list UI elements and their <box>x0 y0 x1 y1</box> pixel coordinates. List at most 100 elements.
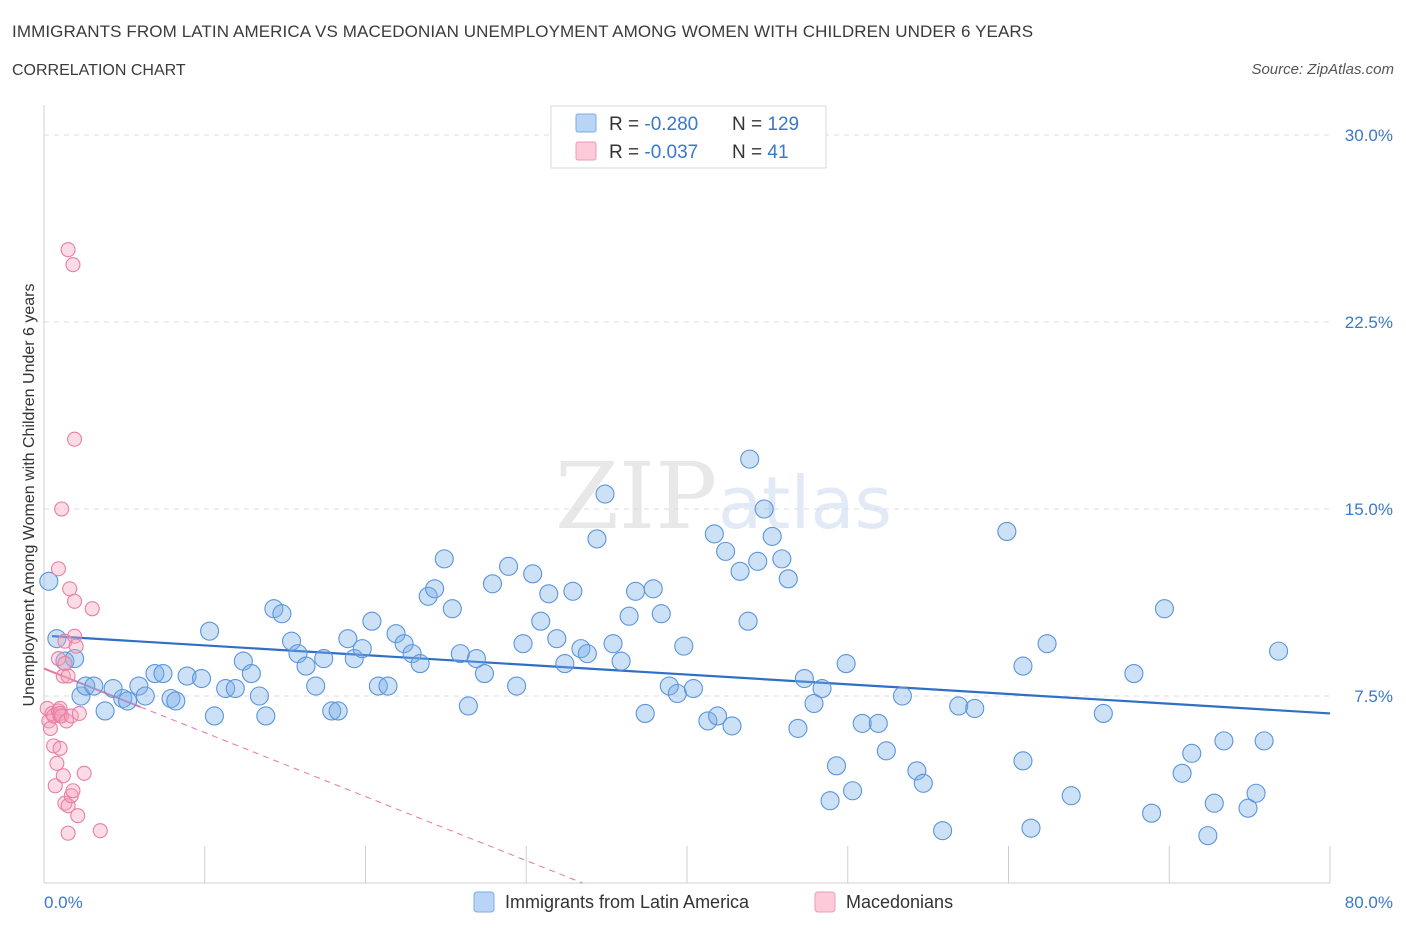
immigrants-point-58 <box>523 564 543 584</box>
immigrants-point-89 <box>762 526 782 546</box>
immigrants-point-18 <box>191 668 212 689</box>
immigrants-point-109 <box>997 521 1017 541</box>
immigrants-point-119 <box>1172 763 1192 783</box>
immigrants-point-65 <box>577 644 597 664</box>
legend-r-prefix-1: R = <box>609 114 644 135</box>
macedonians-point-6 <box>47 778 63 794</box>
immigrants-point-110 <box>1013 751 1033 771</box>
immigrants-point-100 <box>852 713 872 733</box>
immigrants-point-106 <box>933 821 953 841</box>
legend-n-value-2: 41 <box>767 142 788 163</box>
immigrants-point-70 <box>619 606 639 626</box>
immigrants-point-40 <box>368 676 388 696</box>
immigrants-point-118 <box>1154 599 1174 619</box>
gridlines <box>44 134 1330 697</box>
immigrants-point-67 <box>595 484 615 504</box>
series-legend-swatch-blue <box>473 891 495 913</box>
chart-title: IMMIGRANTS FROM LATIN AMERICA VS MACEDON… <box>12 22 1034 41</box>
immigrants-point-48 <box>434 549 454 569</box>
immigrants-point-21 <box>216 678 236 699</box>
macedonians-point-9 <box>50 561 67 577</box>
immigrants-point-123 <box>1214 731 1234 751</box>
immigrants-point-90 <box>772 549 792 569</box>
macedonians-point-32 <box>66 431 83 447</box>
immigrants-point-117 <box>1142 803 1162 823</box>
chart-source: Source: ZipAtlas.com <box>1251 61 1394 78</box>
immigrants-point-57 <box>513 634 533 654</box>
macedonians-point-27 <box>62 581 78 597</box>
immigrants-point-51 <box>458 696 478 716</box>
immigrants-point-56 <box>507 676 527 696</box>
immigrants-point-84 <box>730 561 750 581</box>
macedonians-point-24 <box>60 825 76 841</box>
svg-text:N = 129: N = 129 <box>732 114 799 135</box>
series-legend: Immigrants from Latin America Macedonian… <box>473 891 953 913</box>
x-axis-ticks <box>204 846 1331 883</box>
immigrants-point-29 <box>282 631 302 651</box>
immigrants-point-104 <box>907 761 927 781</box>
immigrants-point-24 <box>241 664 261 684</box>
immigrants-point-37 <box>344 649 364 669</box>
immigrants-point-103 <box>892 686 912 706</box>
immigrants-point-93 <box>794 668 814 689</box>
immigrants-point-54 <box>482 574 503 594</box>
svg-text:R = -0.037: R = -0.037 <box>609 142 698 163</box>
immigrants-point-75 <box>659 676 679 696</box>
immigrants-point-92 <box>788 718 808 738</box>
macedonians-point-36 <box>70 808 86 824</box>
immigrants-point-7 <box>95 701 115 721</box>
immigrants-point-85 <box>738 611 758 631</box>
immigrants-point-35 <box>328 701 348 721</box>
immigrants-point-20 <box>204 706 224 726</box>
immigrants-point-32 <box>306 676 326 696</box>
legend-r-prefix-2: R = <box>609 142 644 163</box>
immigrants-point-5 <box>76 676 96 696</box>
immigrants-point-8 <box>103 678 123 699</box>
macedonians-point-31 <box>65 783 81 799</box>
immigrants-point-87 <box>748 551 768 571</box>
immigrants-point-116 <box>1124 664 1144 684</box>
macedonians-point-2 <box>42 720 58 736</box>
immigrants-point-17 <box>177 666 197 686</box>
trendlines <box>43 635 1331 884</box>
macedonians-point-18 <box>55 668 71 684</box>
series-macedonians-points <box>39 242 108 841</box>
immigrants-point-102 <box>876 741 896 761</box>
immigrants-point-71 <box>626 581 646 601</box>
y-tick-label-1: 15.0% <box>1345 500 1393 519</box>
immigrants-point-120 <box>1182 743 1202 763</box>
immigrants-point-55 <box>499 556 519 576</box>
immigrants-point-11 <box>129 676 149 696</box>
legend-n-prefix-1: N = <box>732 114 767 135</box>
legend-n-value-1: 129 <box>767 114 799 135</box>
immigrants-point-76 <box>667 683 687 704</box>
svg-text:N = 41: N = 41 <box>732 142 789 163</box>
immigrants-point-25 <box>249 686 269 706</box>
immigrants-point-79 <box>698 711 718 731</box>
immigrants-point-96 <box>820 791 840 811</box>
immigrants-point-80 <box>704 524 724 544</box>
immigrants-point-6 <box>84 676 104 696</box>
immigrants-point-43 <box>394 634 414 654</box>
y-axis-tick-labels: 7.5% 15.0% 22.5% 30.0% <box>1345 126 1393 706</box>
macedonians-point-7 <box>49 755 65 771</box>
series-legend-label-pink: Macedonians <box>846 892 953 912</box>
immigrants-point-125 <box>1246 783 1266 803</box>
immigrants-point-52 <box>466 649 486 669</box>
immigrants-point-0 <box>39 571 59 591</box>
immigrants-point-46 <box>418 586 438 606</box>
immigrants-point-22 <box>225 678 245 699</box>
immigrants-point-13 <box>145 664 165 684</box>
immigrants-point-114 <box>1061 786 1081 806</box>
immigrants-point-28 <box>272 604 292 624</box>
legend-n-prefix-2: N = <box>732 142 767 163</box>
legend-r-value-1: -0.280 <box>644 114 698 135</box>
macedonians-point-25 <box>60 242 76 258</box>
immigrants-point-77 <box>674 636 694 656</box>
immigrants-point-33 <box>314 649 334 669</box>
immigrants-point-108 <box>965 698 985 719</box>
series-legend-swatch-pink <box>814 891 836 913</box>
immigrants-point-83 <box>722 716 742 736</box>
immigrants-point-44 <box>402 644 422 664</box>
immigrants-point-72 <box>635 703 655 724</box>
